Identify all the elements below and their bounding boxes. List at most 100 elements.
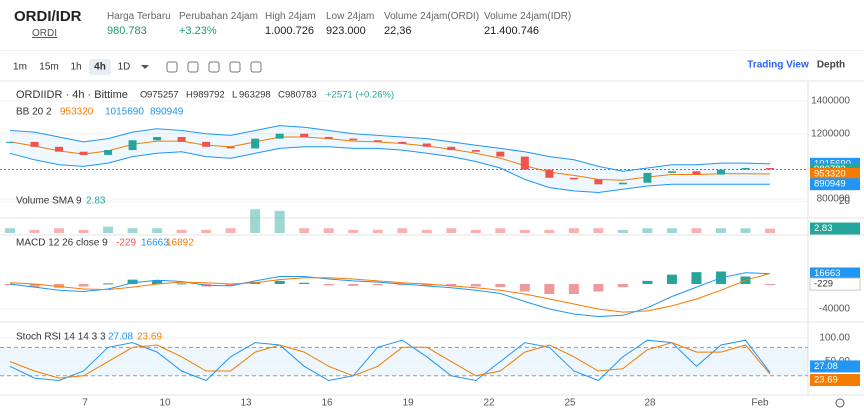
- candle: [275, 133, 284, 139]
- candle: [569, 177, 578, 180]
- stat-value: 923.000: [326, 25, 366, 37]
- candle: [766, 168, 774, 170]
- volume-bar: [54, 228, 65, 233]
- bb-value: 890949: [150, 107, 184, 118]
- volume-bar: [201, 229, 212, 233]
- volume-bar: [519, 229, 530, 233]
- volume-bar: [29, 229, 40, 233]
- volume-bar: [152, 228, 163, 233]
- volume-bar: [691, 228, 702, 233]
- tool-icon[interactable]: [187, 61, 199, 73]
- macd-hist: [127, 279, 138, 284]
- view-button[interactable]: Depth: [817, 60, 845, 71]
- ohlc-value: 980783: [285, 90, 317, 101]
- x-tick-label: 22: [483, 398, 495, 409]
- volume-bar: [299, 228, 310, 233]
- volume-bar: [225, 228, 236, 233]
- macd-hist: [78, 284, 89, 287]
- macd-hist: [29, 284, 40, 288]
- price-tag-label: 890949: [814, 179, 846, 190]
- macd-label: MACD 12 26 close 9: [16, 238, 108, 249]
- coin-link[interactable]: ORDI: [32, 28, 57, 39]
- volume-bar: [274, 210, 285, 233]
- candle: [226, 146, 235, 149]
- ohlc-key: L: [232, 90, 237, 101]
- volume-bar: [103, 226, 114, 233]
- volume-bar: [617, 229, 628, 233]
- interval-button[interactable]: 1h: [70, 62, 81, 73]
- candle: [373, 140, 382, 142]
- macd-tag-label: -229: [814, 279, 833, 290]
- macd-hist: [397, 284, 408, 286]
- bb-middle: [9, 136, 771, 181]
- candle: [6, 141, 14, 143]
- volume-bar: [740, 228, 751, 233]
- candle: [55, 146, 64, 152]
- candle: [594, 179, 603, 185]
- tool-icon[interactable]: [208, 61, 220, 73]
- macd-hist: [274, 280, 285, 284]
- volume-bar: [666, 228, 677, 233]
- x-tick-label: 7: [82, 398, 88, 409]
- candle: [202, 141, 211, 147]
- candle: [349, 138, 358, 141]
- tool-icon[interactable]: [229, 61, 241, 73]
- volume-bar: [470, 229, 481, 233]
- y-tick-label: 100.00: [819, 332, 850, 343]
- price-tag: [810, 360, 860, 373]
- stat-label: Perubahan 24jam: [179, 11, 258, 22]
- price-tag-label: 2.83: [814, 223, 833, 234]
- macd-hist: [421, 284, 432, 286]
- macd-line: [9, 272, 771, 318]
- stoch-value: 23.69: [137, 332, 162, 343]
- volume-bar: [446, 228, 457, 233]
- macd-hist: [666, 274, 677, 284]
- interval-button[interactable]: 15m: [39, 62, 58, 73]
- interval-button[interactable]: 4h: [94, 62, 106, 73]
- y-tick-label: -40000: [819, 304, 851, 315]
- ohlc-key: H: [186, 90, 193, 101]
- candle: [618, 182, 627, 185]
- candle: [324, 136, 333, 139]
- volume-label: Volume SMA 9: [16, 196, 82, 207]
- signal-line: [9, 272, 771, 313]
- bb-value: 1015690: [105, 107, 144, 118]
- stat-value: +3.23%: [179, 25, 217, 37]
- ohlc-value: 963298: [239, 90, 271, 101]
- ohlc-key: C: [278, 90, 285, 101]
- macd-hist: [5, 284, 15, 286]
- volume-bar: [78, 229, 89, 233]
- ohlc-value: 975257: [147, 90, 179, 101]
- macd-hist: [691, 272, 702, 284]
- stat-label: Volume 24jam(IDR): [484, 11, 572, 22]
- stat-label: Low 24jam: [326, 11, 375, 22]
- view-button[interactable]: Trading View: [747, 60, 809, 71]
- stoch-k: [9, 339, 771, 382]
- ohlc-value: 989792: [193, 90, 225, 101]
- tool-icon[interactable]: [166, 61, 178, 73]
- stoch-d: [9, 342, 771, 379]
- interval-button[interactable]: 1D: [118, 62, 131, 73]
- tool-icon[interactable]: [250, 61, 262, 73]
- price-tag-label: 23.69: [814, 375, 838, 386]
- x-tick-label: 10: [159, 398, 171, 409]
- stat-value: 1.000.726: [265, 25, 314, 37]
- bb-value: 953320: [60, 107, 94, 118]
- change: +2571 (+0.26%): [326, 90, 394, 101]
- bb-fill: [10, 125, 770, 193]
- price-title: ORDIIDR · 4h · Bittime: [16, 89, 128, 101]
- candle: [300, 133, 309, 137]
- interval-button[interactable]: 1m: [13, 62, 27, 73]
- macd-hist: [446, 284, 457, 286]
- candle: [104, 150, 113, 155]
- settings-icon[interactable]: [835, 398, 845, 408]
- price-tag: [810, 222, 860, 235]
- macd-tag-label: 16663: [814, 268, 840, 279]
- candle: [643, 172, 652, 183]
- stat-label: High 24jam: [265, 11, 316, 22]
- volume-bar: [372, 229, 383, 233]
- stat-label: Volume 24jam(ORDI): [384, 11, 480, 22]
- volume-bar: [715, 228, 726, 233]
- volume-bar: [544, 229, 555, 233]
- macd-hist: [470, 284, 481, 287]
